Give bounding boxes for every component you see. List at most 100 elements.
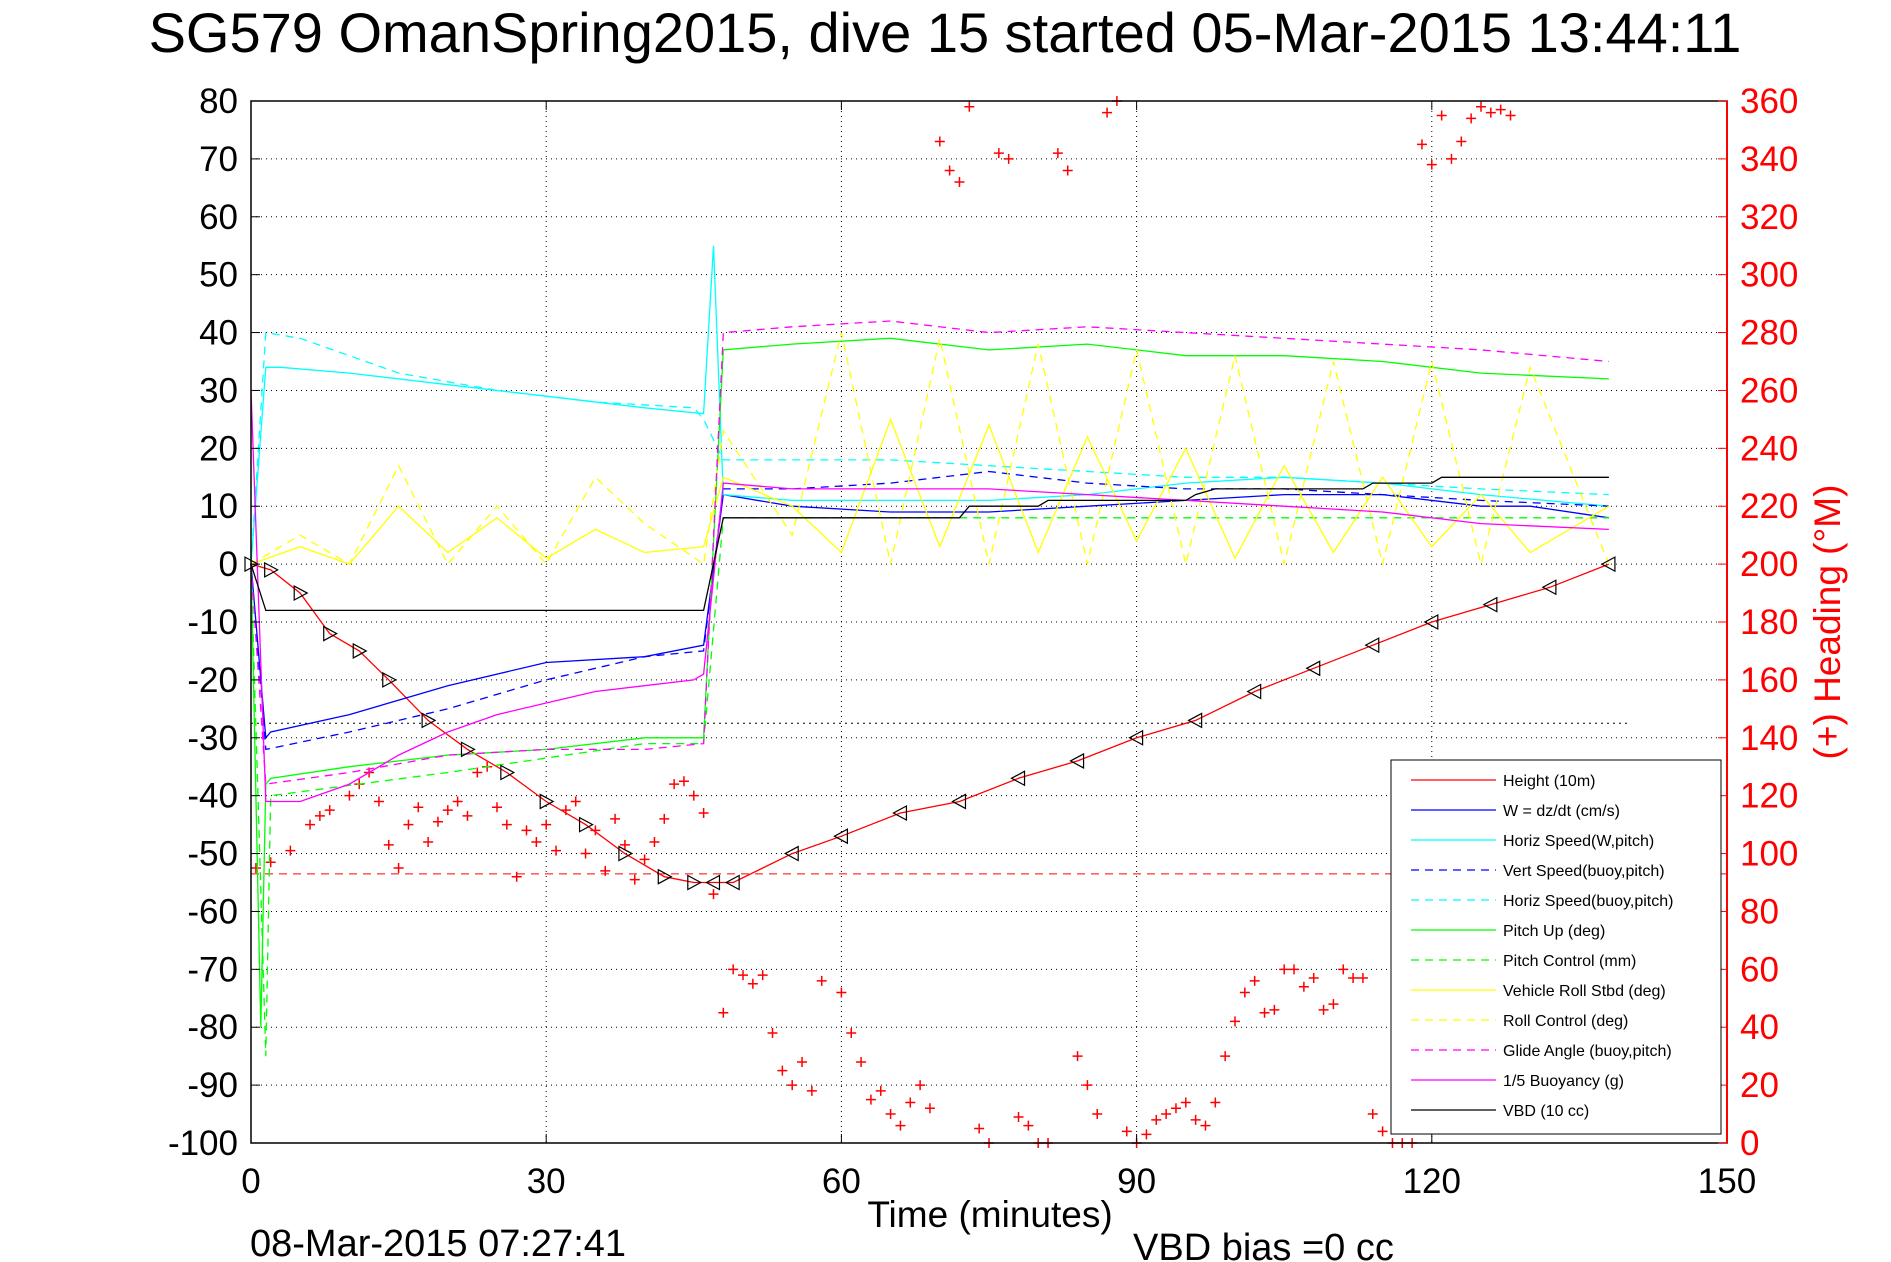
heading-point xyxy=(344,790,355,801)
height-marker xyxy=(1364,637,1380,654)
heading-point xyxy=(1102,107,1113,118)
heading-point xyxy=(1072,1051,1083,1062)
height-marker xyxy=(323,625,338,642)
heading-point xyxy=(1328,999,1339,1010)
right-tick-label: 120 xyxy=(1740,777,1798,816)
heading-point xyxy=(1230,1016,1240,1027)
heading-point xyxy=(265,857,276,868)
vbd-bias: VBD bias =0 cc xyxy=(1133,1227,1394,1262)
heading-point xyxy=(767,1028,778,1039)
heading-point xyxy=(393,863,404,874)
heading-point xyxy=(974,1123,985,1134)
heading-point xyxy=(432,816,443,827)
right-tick-label: 220 xyxy=(1740,487,1798,526)
y-tick-label: -20 xyxy=(187,661,238,700)
legend-label: Pitch Control (mm) xyxy=(1503,953,1636,970)
right-tick-label: 60 xyxy=(1740,950,1779,989)
heading-point xyxy=(678,776,689,787)
height-marker xyxy=(724,874,740,891)
y-tick-label: -70 xyxy=(187,950,238,989)
heading-point xyxy=(541,819,552,830)
heading-point xyxy=(1151,1114,1162,1125)
heading-point xyxy=(728,964,739,975)
heading-point xyxy=(1220,1051,1231,1062)
y-tick-label: -100 xyxy=(168,1124,238,1163)
legend-label: Roll Control (deg) xyxy=(1503,1013,1628,1030)
heading-point xyxy=(1348,973,1359,984)
legend-label: Height (10m) xyxy=(1503,773,1595,790)
heading-point xyxy=(787,1080,798,1091)
heading-point xyxy=(492,802,502,813)
right-tick-label: 100 xyxy=(1740,835,1798,874)
height-marker xyxy=(1010,770,1026,787)
height-marker xyxy=(382,671,398,688)
heading-point xyxy=(777,1065,788,1076)
series-line-1 xyxy=(250,493,1609,740)
legend-label: Vert Speed(buoy,pitch) xyxy=(1503,863,1665,880)
y-tick-label: -80 xyxy=(187,1008,238,1047)
y-tick-label: -10 xyxy=(187,603,238,642)
height-marker xyxy=(833,828,848,845)
heading-point xyxy=(1367,1109,1378,1120)
heading-point xyxy=(1289,964,1300,975)
heading-point xyxy=(1456,136,1467,147)
heading-point xyxy=(1210,1097,1221,1108)
height-marker xyxy=(705,874,721,891)
heading-point xyxy=(688,790,699,801)
heading-point xyxy=(570,796,581,807)
y-tick-label: 0 xyxy=(219,545,238,584)
right-tick-label: 240 xyxy=(1740,429,1798,468)
height-marker xyxy=(1541,579,1557,596)
legend-label: Vehicle Roll Stbd (deg) xyxy=(1503,983,1666,1000)
heading-point xyxy=(924,1103,935,1114)
right-tick-label: 200 xyxy=(1740,545,1798,584)
heading-point xyxy=(1259,1007,1270,1018)
height-marker xyxy=(1305,660,1321,677)
heading-point xyxy=(600,865,611,876)
heading-point xyxy=(1052,148,1063,159)
heading-point xyxy=(708,889,719,900)
heading-point xyxy=(944,165,955,176)
right-axis-label: (+) Heading (°M) xyxy=(1807,485,1848,760)
x-tick-label: 150 xyxy=(1698,1162,1756,1201)
right-tick-label: 300 xyxy=(1740,256,1798,295)
heading-point xyxy=(865,1094,876,1105)
height-marker xyxy=(951,793,967,810)
height-marker xyxy=(1246,683,1262,700)
heading-point xyxy=(1426,159,1437,170)
heading-point xyxy=(1377,1126,1388,1137)
legend-box xyxy=(1390,759,1722,1135)
heading-point xyxy=(511,871,522,882)
heading-point xyxy=(285,845,296,856)
series-line-8 xyxy=(250,332,1610,566)
heading-point xyxy=(1170,1103,1181,1114)
height-marker xyxy=(352,642,368,659)
heading-point xyxy=(501,819,512,830)
y-tick-label: 40 xyxy=(199,314,238,353)
heading-point xyxy=(1495,104,1506,115)
series-line-4 xyxy=(250,331,1609,565)
heading-point xyxy=(619,839,630,850)
heading-point xyxy=(669,779,680,790)
heading-point xyxy=(1200,1120,1211,1131)
heading-point xyxy=(875,1085,886,1096)
heading-point xyxy=(452,796,463,807)
heading-point xyxy=(1357,973,1368,984)
heading-point xyxy=(954,177,965,188)
heading-point xyxy=(413,802,424,813)
height-marker xyxy=(1069,752,1085,769)
x-tick-label: 30 xyxy=(527,1162,566,1201)
heading-point xyxy=(1298,981,1309,992)
legend-label: W = dz/dt (cm/s) xyxy=(1503,803,1620,820)
ticks: 0 30 60 90 120 15080706050403020100-10-20-30-… xyxy=(168,82,1798,1201)
heading-point xyxy=(659,813,670,824)
y-tick-label: 10 xyxy=(199,487,238,526)
series-line-9 xyxy=(250,320,1609,785)
legend-label: VBD (10 cc) xyxy=(1503,1103,1589,1120)
heading-point xyxy=(816,975,827,986)
series-line-6 xyxy=(250,517,1609,1057)
heading-point xyxy=(1239,987,1250,998)
y-tick-label: 20 xyxy=(199,429,238,468)
height-marker xyxy=(892,805,908,822)
heading-point xyxy=(1279,964,1290,975)
